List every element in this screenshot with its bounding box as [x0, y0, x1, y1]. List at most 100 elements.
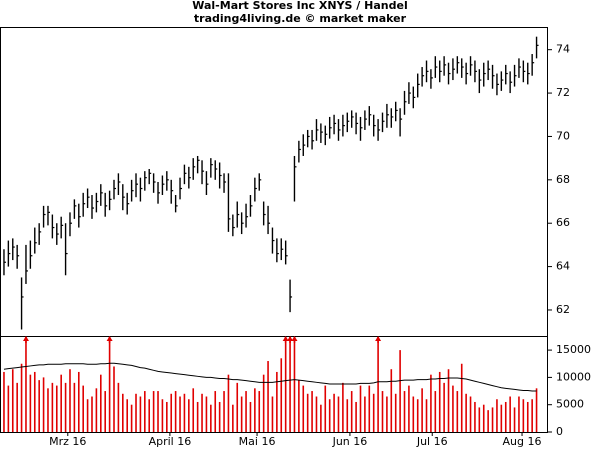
x-tick-label: April 16	[149, 435, 192, 448]
volume-bar	[342, 382, 344, 432]
volume-bar	[157, 391, 159, 432]
y-tick-label: 70	[556, 129, 570, 142]
y-tick-label: 66	[556, 216, 570, 229]
volume-bar	[355, 401, 357, 432]
y-tick-label: 72	[556, 86, 570, 99]
volume-bar	[170, 393, 173, 432]
x-tick-label: Jul 16	[416, 435, 448, 448]
volume-bar	[434, 391, 437, 432]
volume-bar	[99, 374, 102, 432]
volume-bar	[324, 385, 327, 432]
volume-bar	[289, 337, 291, 432]
volume-bar	[482, 404, 485, 432]
volume-bar	[377, 337, 379, 432]
volume-bar	[337, 396, 340, 432]
volume-bar	[320, 404, 322, 432]
volume-bar	[223, 391, 225, 432]
volume-bar	[47, 388, 49, 432]
volume-bar	[430, 374, 432, 432]
volume-bar	[328, 399, 331, 432]
volume-bar	[421, 388, 423, 432]
volume-bar	[306, 393, 309, 432]
volume-bar	[474, 401, 476, 432]
y-tick-label: 74	[556, 43, 570, 56]
y-tick-label: 15000	[556, 343, 591, 356]
volume-bar	[95, 388, 98, 432]
volume-bar	[104, 391, 106, 432]
volume-bar	[311, 391, 313, 432]
volume-bar	[408, 385, 410, 432]
volume-bar	[91, 396, 93, 432]
volume-bar	[276, 371, 278, 432]
volume-bar	[236, 382, 239, 432]
volume-bar	[16, 382, 18, 432]
x-tick-label: Mai 16	[239, 435, 276, 448]
volume-bar	[60, 374, 62, 432]
volume-bar	[509, 396, 511, 432]
volume-bar	[333, 393, 335, 432]
volume-bar	[487, 410, 489, 432]
x-tick-label: Jun 16	[332, 435, 368, 448]
volume-bar	[254, 388, 256, 432]
volume-bar	[122, 393, 124, 432]
volume-bar	[218, 401, 221, 432]
overflow-arrow	[22, 336, 29, 341]
volume-bar	[447, 369, 450, 432]
volume-bar	[77, 371, 80, 432]
volume-bar	[117, 382, 120, 432]
volume-bar	[412, 396, 415, 432]
volume-bar	[531, 399, 533, 432]
volume-bar	[372, 393, 375, 432]
volume-bar	[298, 380, 300, 432]
volume-bar	[364, 396, 366, 432]
volume-bar	[73, 382, 76, 432]
volume-bar	[33, 371, 36, 432]
volume-bar	[535, 388, 538, 432]
volume-bar	[210, 404, 212, 432]
volume-bar	[302, 385, 305, 432]
volume-bar	[386, 396, 388, 432]
volume-bar	[196, 401, 199, 432]
volume-bar	[139, 396, 142, 432]
volume-bar	[227, 374, 230, 432]
volume-bar	[179, 396, 181, 432]
volume-plot	[3, 337, 538, 432]
volume-bar	[152, 391, 155, 432]
volume-bar	[148, 399, 151, 432]
volume-bar	[3, 371, 5, 432]
volume-bar	[144, 391, 146, 432]
volume-bar	[245, 391, 247, 432]
volume-bar	[205, 396, 208, 432]
volume-bar	[271, 396, 274, 432]
volume-bar	[42, 377, 45, 432]
volume-bar	[465, 393, 467, 432]
volume-bar	[161, 399, 164, 432]
volume-bar	[11, 369, 14, 432]
volume-bar	[416, 399, 419, 432]
volume-bar	[29, 374, 32, 432]
volume-bar	[452, 385, 454, 432]
overflow-arrow	[375, 336, 382, 341]
volume-bar	[249, 401, 252, 432]
moving-average	[3, 362, 537, 392]
volume-bar	[183, 393, 186, 432]
volume-bar	[469, 396, 472, 432]
y-tick-label: 64	[556, 260, 570, 273]
volume-bar	[130, 404, 133, 432]
volume-bar	[403, 391, 406, 432]
volume-bar	[381, 391, 384, 432]
volume-bar	[346, 399, 349, 432]
y-tick-label: 68	[556, 173, 570, 186]
volume-bar	[399, 350, 401, 432]
y-tick-label: 62	[556, 303, 570, 316]
volume-bar	[38, 380, 40, 432]
volume-bar	[491, 407, 494, 432]
volume-bar	[518, 396, 520, 432]
volume-bar	[368, 385, 371, 432]
chart-title: Wal-Mart Stores Inc XNYS / Handel	[192, 0, 407, 12]
volume-bar	[7, 385, 10, 432]
overflow-arrow	[287, 336, 294, 341]
overflow-arrow	[106, 336, 113, 341]
y-tick-label: 5000	[556, 398, 584, 411]
